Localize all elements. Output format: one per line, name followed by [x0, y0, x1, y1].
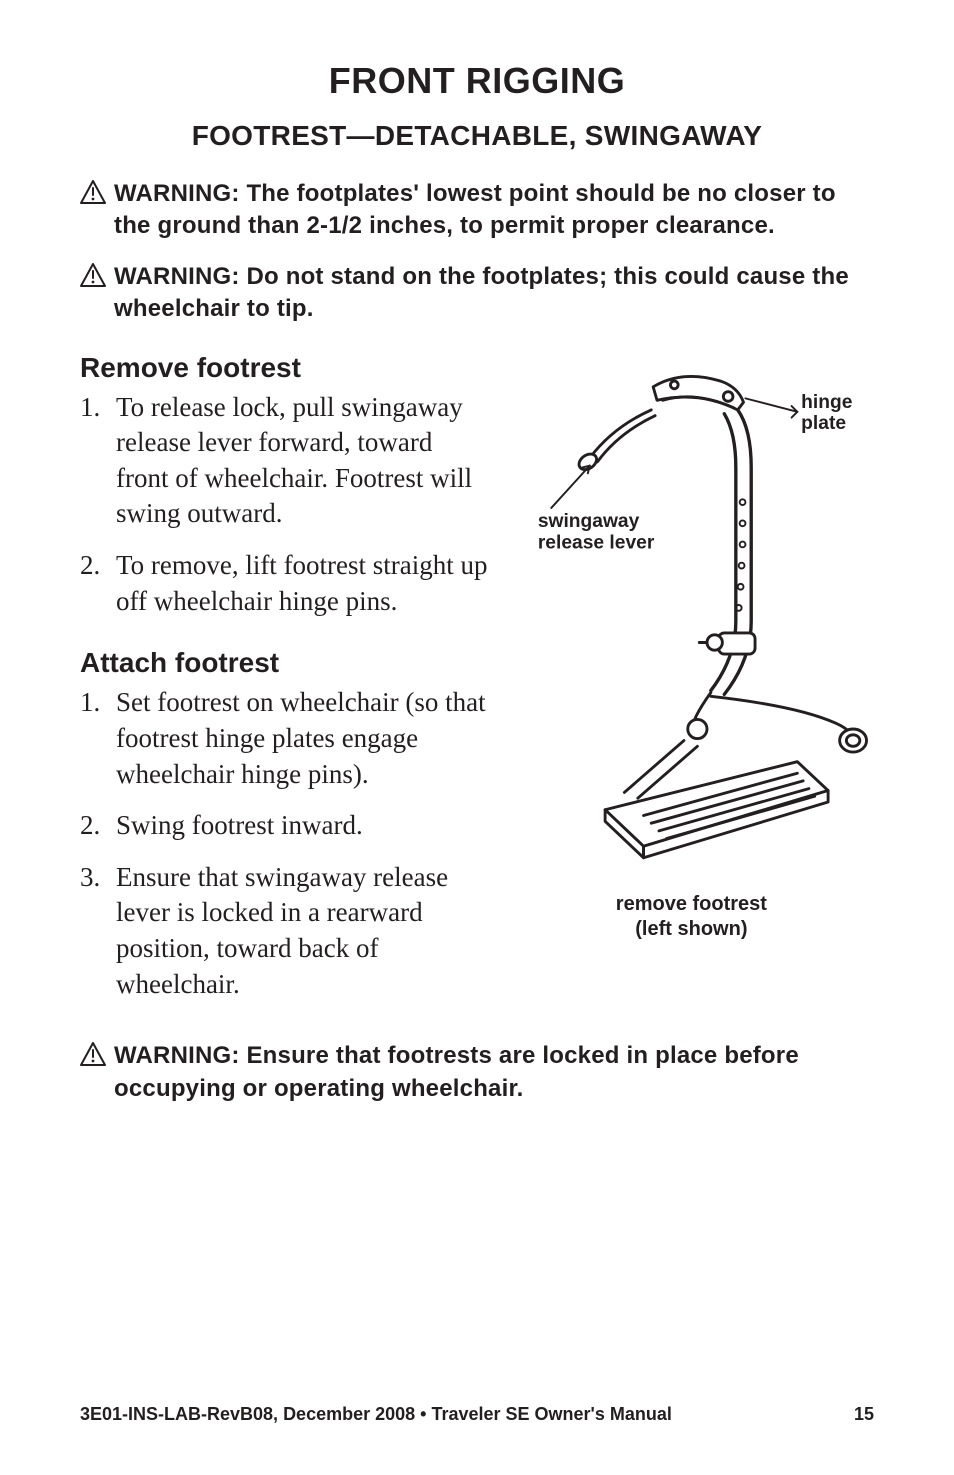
- right-column: hinge plate swingaway release lever: [509, 352, 874, 1031]
- caption-line-2: (left shown): [635, 918, 747, 940]
- section-subtitle: FOOTREST—DETACHABLE, SWINGAWAY: [80, 120, 874, 152]
- footrest-svg: hinge plate swingaway release lever: [509, 358, 874, 877]
- remove-list: 1.To release lock, pull swingaway releas…: [80, 390, 489, 620]
- hinge-plate-label-l2: plate: [801, 413, 846, 434]
- warning-2: WARNING: Do not stand on the footplates;…: [80, 261, 874, 326]
- list-text: Set footrest on wheelchair (so that foot…: [116, 685, 489, 792]
- warning-1: WARNING: The footplates' lowest point sh…: [80, 178, 874, 243]
- footrest-diagram: hinge plate swingaway release lever: [509, 358, 874, 882]
- warning-3: WARNING: Ensure that footrests are locke…: [80, 1040, 874, 1105]
- footer-left: 3E01-INS-LAB-RevB08, December 2008 • Tra…: [80, 1404, 672, 1425]
- lever-label-l1: swingaway: [538, 511, 640, 532]
- hinge-plate-label-l1: hinge: [801, 392, 853, 413]
- page-title: FRONT RIGGING: [80, 60, 874, 102]
- list-item: 2.To remove, lift footrest straight up o…: [80, 548, 489, 619]
- list-item: 3.Ensure that swingaway release lever is…: [80, 860, 489, 1003]
- warning-icon: [80, 180, 106, 204]
- attach-heading: Attach footrest: [80, 647, 489, 679]
- warning-text: WARNING: Ensure that footrests are locke…: [114, 1040, 874, 1105]
- list-item: 1.Set footrest on wheelchair (so that fo…: [80, 685, 489, 792]
- diagram-caption: remove footrest (left shown): [616, 892, 767, 942]
- lever-label-l2: release lever: [538, 532, 655, 553]
- list-number: 1.: [80, 390, 116, 533]
- warning-text: WARNING: The footplates' lowest point sh…: [114, 178, 874, 243]
- list-text: To release lock, pull swingaway release …: [116, 390, 489, 533]
- list-item: 1.To release lock, pull swingaway releas…: [80, 390, 489, 533]
- list-text: To remove, lift footrest straight up off…: [116, 548, 489, 619]
- list-text: Swing footrest inward.: [116, 808, 489, 844]
- caption-line-1: remove footrest: [616, 893, 767, 915]
- content-row: Remove footrest 1.To release lock, pull …: [80, 352, 874, 1031]
- attach-list: 1.Set footrest on wheelchair (so that fo…: [80, 685, 489, 1002]
- warning-text: WARNING: Do not stand on the footplates;…: [114, 261, 874, 326]
- footer-page-number: 15: [854, 1404, 874, 1425]
- list-item: 2.Swing footrest inward.: [80, 808, 489, 844]
- warning-icon: [80, 1042, 106, 1066]
- list-text: Ensure that swingaway release lever is l…: [116, 860, 489, 1003]
- list-number: 2.: [80, 808, 116, 844]
- list-number: 3.: [80, 860, 116, 1003]
- warning-icon: [80, 263, 106, 287]
- page: FRONT RIGGING FOOTREST—DETACHABLE, SWING…: [0, 0, 954, 1475]
- left-column: Remove footrest 1.To release lock, pull …: [80, 352, 509, 1031]
- remove-heading: Remove footrest: [80, 352, 489, 384]
- list-number: 2.: [80, 548, 116, 619]
- page-footer: 3E01-INS-LAB-RevB08, December 2008 • Tra…: [80, 1404, 874, 1425]
- list-number: 1.: [80, 685, 116, 792]
